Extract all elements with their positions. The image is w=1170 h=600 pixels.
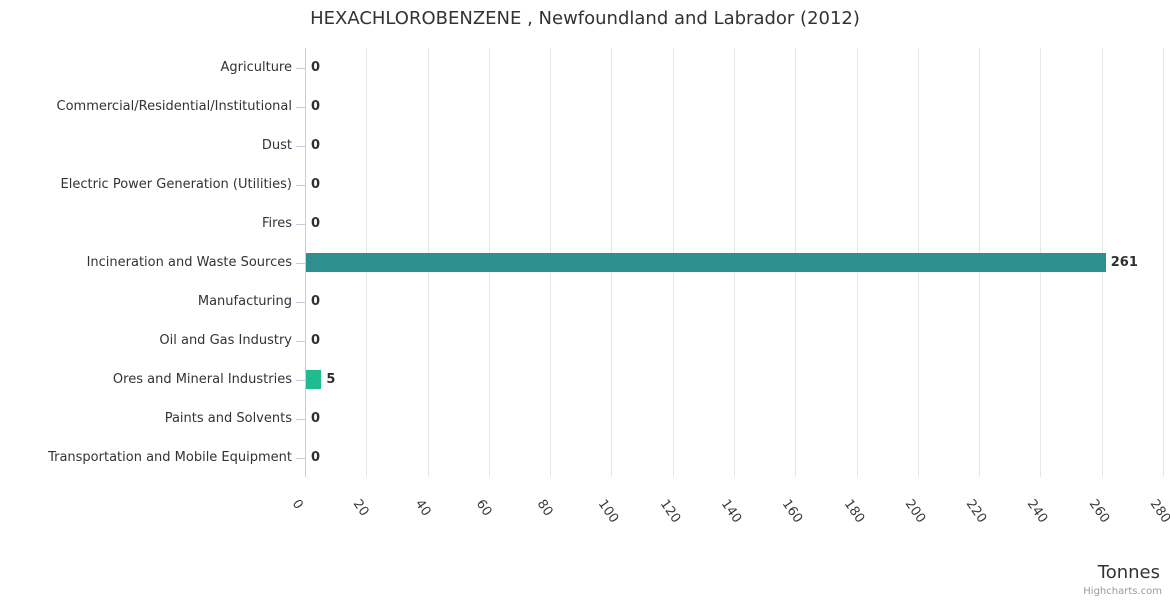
- category-label: Oil and Gas Industry: [159, 332, 292, 348]
- bar-data-label: 0: [311, 215, 321, 231]
- category-label: Fires: [262, 215, 292, 231]
- category-label: Electric Power Generation (Utilities): [60, 176, 292, 192]
- category-tick-mark: [296, 145, 306, 147]
- x-axis-tick-label: 0: [288, 497, 306, 513]
- bar-data-label: 0: [311, 410, 321, 426]
- category-tick-mark: [296, 340, 306, 342]
- chart-title: HEXACHLOROBENZENE , Newfoundland and Lab…: [310, 8, 860, 29]
- category-label: Manufacturing: [197, 293, 292, 309]
- category-label: Transportation and Mobile Equipment: [48, 449, 292, 465]
- gridline: [1163, 48, 1164, 477]
- x-axis-tick-label: 80: [533, 497, 556, 520]
- bar[interactable]: [306, 370, 322, 389]
- bar-data-label: 0: [311, 293, 321, 309]
- highcharts-credit-link[interactable]: Highcharts.com: [1083, 586, 1162, 597]
- category-tick-mark: [296, 67, 306, 69]
- category-label: Paints and Solvents: [164, 410, 292, 426]
- category-label: Incineration and Waste Sources: [86, 254, 292, 270]
- x-axis-tick-label: 140: [717, 497, 745, 526]
- bar-data-label: 261: [1110, 254, 1138, 270]
- x-axis-tick-label: 60: [472, 497, 495, 520]
- bar-data-label: 0: [311, 332, 321, 348]
- x-axis-tick-label: 100: [595, 497, 622, 526]
- bar[interactable]: [306, 253, 1106, 272]
- category-tick-mark: [296, 301, 306, 303]
- bar-data-label: 0: [311, 137, 321, 153]
- x-axis-tick-label: 40: [411, 497, 434, 520]
- x-axis-tick-label: 180: [840, 497, 867, 526]
- x-axis-tick-label: 260: [1085, 497, 1112, 526]
- x-axis-tick-label: 240: [1024, 497, 1051, 526]
- bar-data-label: 0: [311, 98, 321, 114]
- x-axis-tick-label: 160: [778, 497, 806, 526]
- bar-data-label: 5: [326, 371, 336, 387]
- x-axis-tick-label: 200: [901, 497, 929, 526]
- category-tick-mark: [296, 457, 306, 459]
- x-axis-tick-label: 220: [962, 497, 990, 526]
- category-tick-mark: [296, 418, 306, 420]
- category-tick-mark: [296, 106, 306, 108]
- bar-data-label: 0: [311, 59, 321, 75]
- bar-data-label: 0: [311, 449, 321, 465]
- category-label: Ores and Mineral Industries: [112, 371, 292, 387]
- bar-data-label: 0: [311, 176, 321, 192]
- category-label: Agriculture: [220, 59, 293, 75]
- category-label: Dust: [261, 137, 292, 153]
- x-axis-tick-label: 20: [349, 497, 372, 520]
- x-axis-tick-label: 280: [1146, 497, 1170, 526]
- x-axis-tick-label: 120: [656, 497, 683, 526]
- x-axis-title: Tonnes: [1097, 562, 1160, 583]
- category-label: Commercial/Residential/Institutional: [56, 98, 293, 114]
- category-tick-mark: [296, 184, 306, 186]
- category-tick-mark: [296, 223, 306, 225]
- category-tick-mark: [296, 262, 306, 264]
- category-tick-mark: [296, 379, 306, 381]
